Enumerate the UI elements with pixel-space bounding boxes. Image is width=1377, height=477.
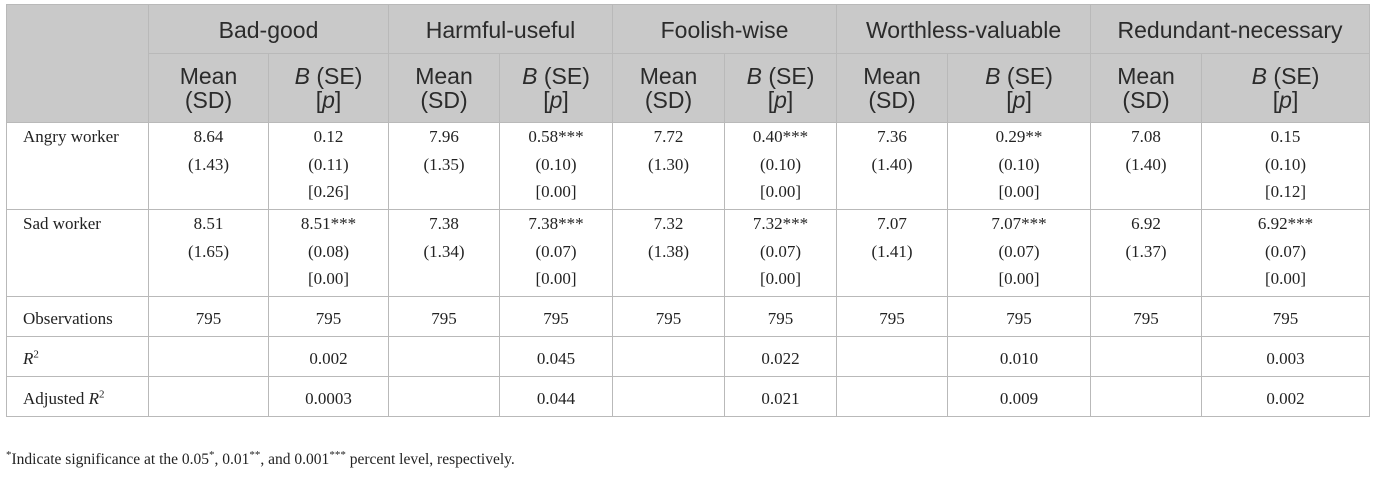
cell-mean-sd: 6.92 (1.37) xyxy=(1090,209,1203,297)
table-row-angry-worker: Angry worker 8.64 (1.43) 0.12 (0.11) [0.26]… xyxy=(6,122,1371,210)
cell-mean-sd: 7.32 (1.38) xyxy=(612,209,726,297)
header-mean-sd: Mean (SD) xyxy=(836,53,949,123)
table-header: Bad-good Harmful-useful Foolish-wise Wor… xyxy=(6,4,1371,123)
cell-r-squared xyxy=(148,336,269,377)
cell-r-squared: 0.010 xyxy=(947,336,1092,377)
header-group-worthless-valuable: Worthless-valuable xyxy=(836,4,1092,54)
cell-observations: 795 xyxy=(1201,296,1371,337)
cell-b-se-p: 7.32*** (0.07) [0.00] xyxy=(724,209,838,297)
header-b-se-p: B (SE) [p] xyxy=(1201,53,1371,123)
cell-observations: 795 xyxy=(612,296,726,337)
cell-mean-sd: 7.38 (1.34) xyxy=(388,209,500,297)
table-body: Angry worker 8.64 (1.43) 0.12 (0.11) [0.26]… xyxy=(6,122,1371,417)
cell-r-squared: 0.045 xyxy=(498,336,614,377)
cell-mean-sd: 7.08 (1.40) xyxy=(1090,122,1203,210)
header-sub-row: Mean (SD) B (SE) [p] Mean (SD) B (SE) [p] Me… xyxy=(7,53,1371,123)
header-group-redundant-necessary: Redundant-necessary xyxy=(1090,4,1371,54)
header-corner-cell xyxy=(6,4,149,123)
cell-adjusted-r-squared: 0.002 xyxy=(1201,376,1371,417)
cell-observations: 795 xyxy=(1090,296,1203,337)
cell-adjusted-r-squared: 0.0003 xyxy=(268,376,389,417)
cell-r-squared: 0.003 xyxy=(1201,336,1371,377)
header-b-se-p: B (SE) [p] xyxy=(268,53,389,123)
header-mean-sd: Mean (SD) xyxy=(148,53,269,123)
cell-observations: 795 xyxy=(947,296,1092,337)
cell-r-squared: 0.002 xyxy=(268,336,389,377)
table-row-adjusted-r-squared: Adjusted R2 0.0003 0.044 0.021 0.009 0.0… xyxy=(6,376,1371,417)
header-group-row: Bad-good Harmful-useful Foolish-wise Wor… xyxy=(6,4,1371,123)
cell-adjusted-r-squared xyxy=(612,376,726,417)
row-label-adjusted-r-squared: Adjusted R2 xyxy=(6,376,149,417)
cell-b-se-p: 0.40*** (0.10) [0.00] xyxy=(724,122,838,210)
header-b-se-p: B (SE) [p] xyxy=(724,53,838,123)
cell-r-squared xyxy=(388,336,500,377)
cell-observations: 795 xyxy=(388,296,500,337)
cell-b-se-p: 7.07*** (0.07) [0.00] xyxy=(947,209,1092,297)
cell-observations: 795 xyxy=(268,296,389,337)
cell-adjusted-r-squared xyxy=(388,376,500,417)
cell-observations: 795 xyxy=(498,296,614,337)
row-label-r-squared: R2 xyxy=(6,336,149,377)
cell-r-squared: 0.022 xyxy=(724,336,838,377)
cell-r-squared xyxy=(836,336,949,377)
cell-r-squared xyxy=(1090,336,1203,377)
header-b-se-p: B (SE) [p] xyxy=(947,53,1092,123)
header-group-bad-good: Bad-good xyxy=(148,4,389,54)
cell-adjusted-r-squared: 0.021 xyxy=(724,376,838,417)
header-mean-sd: Mean (SD) xyxy=(612,53,726,123)
cell-b-se-p: 0.12 (0.11) [0.26] xyxy=(268,122,389,210)
cell-mean-sd: 7.72 (1.30) xyxy=(612,122,726,210)
cell-adjusted-r-squared: 0.009 xyxy=(947,376,1092,417)
cell-b-se-p: 8.51*** (0.08) [0.00] xyxy=(268,209,389,297)
row-label-observations: Observations xyxy=(6,296,149,337)
cell-adjusted-r-squared xyxy=(1090,376,1203,417)
cell-b-se-p: 0.29** (0.10) [0.00] xyxy=(947,122,1092,210)
cell-mean-sd: 8.64 (1.43) xyxy=(148,122,269,210)
cell-observations: 795 xyxy=(148,296,269,337)
cell-b-se-p: 0.58*** (0.10) [0.00] xyxy=(498,122,614,210)
cell-mean-sd: 7.36 (1.40) xyxy=(836,122,949,210)
cell-mean-sd: 7.96 (1.35) xyxy=(388,122,500,210)
cell-mean-sd: 7.07 (1.41) xyxy=(836,209,949,297)
cell-mean-sd: 8.51 (1.65) xyxy=(148,209,269,297)
table-row-sad-worker: Sad worker 8.51 (1.65) 8.51*** (0.08) [0.00… xyxy=(6,209,1371,297)
cell-r-squared xyxy=(612,336,726,377)
cell-observations: 795 xyxy=(836,296,949,337)
cell-adjusted-r-squared xyxy=(148,376,269,417)
cell-adjusted-r-squared xyxy=(836,376,949,417)
table-row-observations: Observations 795 795 795 795 795 795 795… xyxy=(6,296,1371,337)
cell-b-se-p: 7.38*** (0.07) [0.00] xyxy=(498,209,614,297)
cell-adjusted-r-squared: 0.044 xyxy=(498,376,614,417)
header-b-se-p: B (SE) [p] xyxy=(498,53,614,123)
table-footnote: *Indicate significance at the 0.05*, 0.0… xyxy=(6,448,515,468)
table-row-r-squared: R2 0.002 0.045 0.022 0.010 0.003 xyxy=(6,336,1371,377)
results-table: Bad-good Harmful-useful Foolish-wise Wor… xyxy=(6,4,1371,417)
cell-observations: 795 xyxy=(724,296,838,337)
header-group-foolish-wise: Foolish-wise xyxy=(612,4,838,54)
row-label-angry-worker: Angry worker xyxy=(6,122,149,210)
cell-b-se-p: 0.15 (0.10) [0.12] xyxy=(1201,122,1371,210)
header-group-harmful-useful: Harmful-useful xyxy=(387,4,614,54)
cell-b-se-p: 6.92*** (0.07) [0.00] xyxy=(1201,209,1371,297)
header-mean-sd: Mean (SD) xyxy=(388,53,500,123)
header-mean-sd: Mean (SD) xyxy=(1090,53,1203,123)
row-label-sad-worker: Sad worker xyxy=(6,209,149,297)
